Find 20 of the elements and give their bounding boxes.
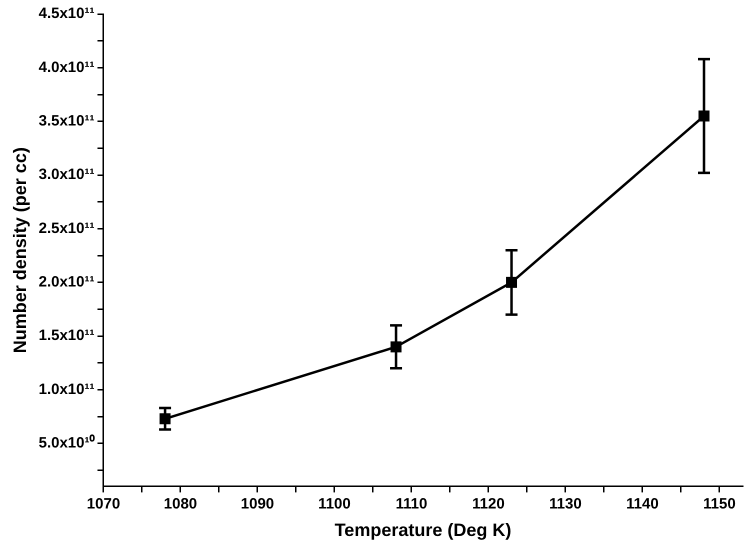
y-tick-label: 3.0x10¹¹	[38, 166, 94, 184]
y-tick-label: 2.5x10¹¹	[38, 220, 94, 237]
y-tick-label: 4.5x10¹¹	[38, 5, 94, 22]
x-tick-label: 1090	[240, 496, 274, 513]
y-tick-label: 1.5x10¹¹	[38, 327, 94, 344]
y-axis-title: Number density (per cc)	[10, 147, 30, 354]
x-tick-label: 1070	[86, 496, 120, 513]
x-tick-label: 1120	[472, 496, 505, 513]
x-tick-label: 1150	[703, 496, 736, 513]
x-axis-title: Temperature (Deg K)	[334, 520, 512, 540]
x-tick-label: 1110	[396, 496, 428, 513]
x-tick-label: 1080	[164, 496, 198, 513]
x-tick-label: 1100	[318, 496, 351, 513]
x-tick-label: 1130	[549, 496, 582, 513]
x-tick-label: 1140	[626, 496, 659, 513]
y-tick-label: 2.0x10¹¹	[38, 274, 94, 291]
y-tick-label: 5.0x10¹⁰	[38, 434, 96, 452]
y-tick-label: 1.0x10¹¹	[38, 380, 94, 398]
y-tick-label: 3.5x10¹¹	[38, 112, 94, 130]
y-tick-label: 4.0x10¹¹	[38, 58, 94, 76]
